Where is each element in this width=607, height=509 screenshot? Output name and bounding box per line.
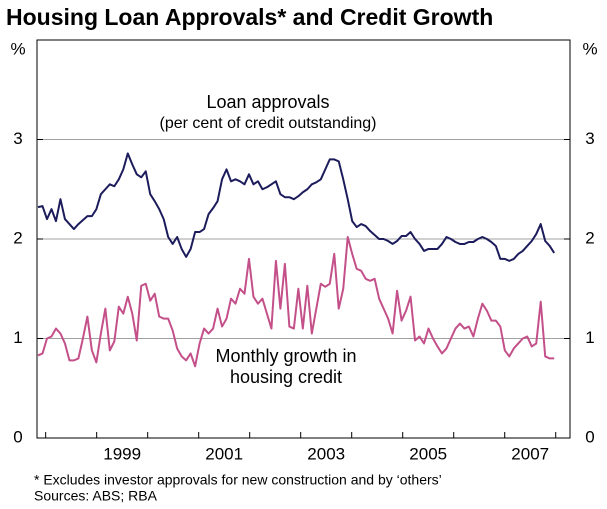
y2-tick-label: 3 xyxy=(585,129,594,148)
x-tick-label: 1999 xyxy=(103,444,141,463)
chart-title: Housing Loan Approvals* and Credit Growt… xyxy=(6,4,493,30)
x-tick-label: 2001 xyxy=(205,444,243,463)
y-tick-label: 2 xyxy=(13,228,22,247)
series-label: Monthly growth in xyxy=(215,346,356,366)
x-tick-label: 2003 xyxy=(307,444,345,463)
y-axis-label: % xyxy=(10,39,25,58)
x-tick-label: 2007 xyxy=(511,444,549,463)
series-label: housing credit xyxy=(230,367,342,387)
x-tick-label: 2005 xyxy=(409,444,447,463)
series-line xyxy=(37,152,556,262)
y-tick-label: 0 xyxy=(13,427,22,446)
source: Sources: ABS; RBA xyxy=(34,488,158,504)
plot-frame xyxy=(36,39,571,439)
series-line xyxy=(37,236,555,368)
y2-tick-label: 0 xyxy=(585,427,594,446)
footnote: * Excludes investor approvals for new co… xyxy=(34,472,442,488)
y2-tick-label: 1 xyxy=(585,328,594,347)
series-label: Loan approvals xyxy=(206,92,329,112)
series-label: (per cent of credit outstanding) xyxy=(159,115,376,132)
y2-tick-label: 2 xyxy=(585,228,594,247)
y2-axis-label: % xyxy=(582,39,597,58)
y-tick-label: 3 xyxy=(13,129,22,148)
y-tick-label: 1 xyxy=(13,328,22,347)
